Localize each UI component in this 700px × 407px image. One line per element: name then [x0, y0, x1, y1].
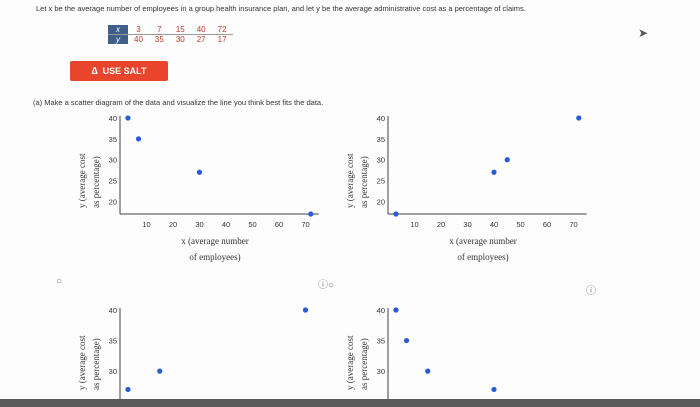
- x-tick-label: 60: [543, 220, 551, 229]
- x-tick-label: 20: [437, 220, 445, 229]
- data-point: [504, 157, 510, 163]
- part-a-instruction: (a) Make a scatter diagram of the data a…: [33, 98, 324, 107]
- data-point: [157, 368, 163, 374]
- question-prompt: Let x be the average number of employees…: [36, 4, 526, 13]
- y-tick-label: 40: [377, 306, 385, 315]
- data-point: [196, 169, 203, 175]
- x-tick-label: 70: [301, 220, 309, 229]
- y-tick-label: 40: [377, 114, 385, 123]
- x-tick-label: 50: [516, 220, 524, 229]
- data-point: [491, 386, 497, 393]
- y-axis-title: y (average cost: [345, 335, 355, 390]
- table-cell: 40: [134, 35, 143, 44]
- y-tick-label: 30: [377, 156, 385, 165]
- radio-option-2[interactable]: ⓘ○: [318, 280, 335, 291]
- data-point: [576, 115, 582, 121]
- info-icon[interactable]: ⓘ: [586, 286, 596, 297]
- data-point: [403, 337, 410, 344]
- use-salt-button[interactable]: ∆ USE SALT: [70, 61, 168, 81]
- data-point: [425, 368, 431, 374]
- y-axis-title: as percentage): [91, 338, 101, 390]
- use-salt-label: USE SALT: [102, 66, 147, 76]
- table-cell: 3: [128, 25, 149, 35]
- x-tick-label: 50: [248, 220, 256, 229]
- table-cell: 72: [211, 25, 233, 35]
- x-tick-label: 40: [222, 220, 230, 229]
- x-tick-label: 30: [463, 220, 471, 229]
- data-table: x 3 7 15 40 72 y 40 35 30 27 17: [108, 25, 233, 44]
- salt-icon: ∆: [91, 65, 98, 77]
- y-tick-label: 25: [109, 177, 117, 186]
- y-tick-label: 20: [109, 197, 117, 206]
- table-cell: 35: [154, 35, 164, 44]
- data-point: [125, 386, 131, 393]
- x-tick-label: 10: [410, 220, 418, 229]
- data-point: [125, 115, 131, 121]
- x-axis-title: x (average number: [181, 236, 248, 246]
- y-tick-label: 30: [377, 367, 385, 376]
- x-tick-label: 10: [142, 220, 150, 229]
- data-point: [393, 307, 399, 313]
- x-tick-label: 60: [275, 220, 283, 229]
- y-tick-label: 30: [109, 156, 117, 165]
- y-axis-title: y (average cost: [77, 335, 87, 390]
- data-point: [135, 136, 142, 142]
- table-cell: 40: [190, 25, 212, 35]
- table-header-x: x: [108, 25, 128, 35]
- y-tick-label: 30: [109, 367, 117, 376]
- x-axis-title: of employees): [457, 252, 508, 262]
- table-cell: 27: [196, 35, 206, 44]
- x-axis-title: x (average number: [449, 236, 516, 246]
- y-tick-label: 35: [109, 135, 117, 144]
- data-point: [308, 211, 314, 217]
- table-cell: 30: [175, 35, 185, 44]
- table-cell: 17: [217, 35, 227, 44]
- y-tick-label: 40: [109, 306, 117, 315]
- y-tick-label: 20: [377, 197, 385, 206]
- bottom-bar: [0, 399, 700, 407]
- x-tick-label: 40: [490, 220, 498, 229]
- table-cell: 15: [169, 25, 191, 35]
- y-axis-title: as percentage): [359, 338, 369, 390]
- x-tick-label: 30: [195, 220, 203, 229]
- x-tick-label: 20: [169, 220, 177, 229]
- y-tick-label: 35: [377, 135, 385, 144]
- table-header-y: y: [108, 34, 128, 44]
- mouse-cursor-icon: ➤: [638, 26, 649, 40]
- radio-option-1[interactable]: ○: [56, 276, 63, 287]
- y-tick-label: 35: [377, 337, 385, 346]
- data-point: [302, 307, 309, 313]
- y-tick-label: 25: [377, 177, 385, 186]
- y-axis-title: as percentage): [359, 156, 369, 208]
- table-cell: 7: [148, 25, 170, 35]
- x-tick-label: 70: [569, 220, 577, 229]
- y-tick-label: 35: [109, 337, 117, 346]
- y-axis-title: as percentage): [91, 156, 101, 208]
- y-tick-label: 40: [109, 114, 117, 123]
- data-point: [491, 169, 497, 175]
- y-axis-title: y (average cost: [345, 153, 355, 208]
- y-axis-title: y (average cost: [77, 153, 87, 208]
- x-axis-title: of employees): [189, 252, 240, 262]
- data-point: [393, 211, 399, 217]
